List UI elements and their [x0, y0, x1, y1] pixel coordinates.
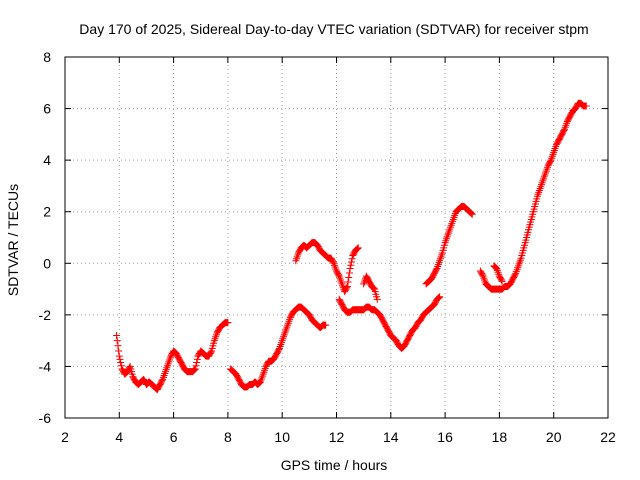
- data-point: [370, 284, 378, 292]
- data-point: [190, 366, 198, 374]
- y-tick-label: -6: [39, 410, 52, 426]
- data-point: [546, 157, 554, 165]
- y-tick-label: 4: [43, 152, 51, 168]
- data-point: [113, 331, 121, 339]
- y-tick-label: 6: [43, 101, 51, 117]
- x-tick-label: 6: [170, 429, 178, 445]
- data-point: [346, 264, 354, 272]
- data-point: [347, 261, 355, 269]
- data-point: [354, 244, 362, 252]
- data-point: [369, 284, 377, 292]
- data-point: [511, 271, 519, 279]
- data-point: [115, 347, 123, 355]
- y-tick-label: -4: [39, 358, 52, 374]
- data-point: [117, 362, 125, 370]
- data-point: [468, 210, 476, 218]
- data-point: [343, 282, 351, 290]
- data-point: [125, 364, 133, 372]
- data-point: [354, 244, 362, 252]
- data-point: [114, 342, 122, 350]
- data-point: [436, 293, 444, 301]
- data-point: [117, 359, 125, 367]
- data-point: [192, 362, 200, 370]
- data-point: [373, 295, 381, 303]
- x-tick-label: 14: [383, 429, 399, 445]
- data-point: [224, 319, 232, 327]
- data-point: [193, 359, 201, 367]
- data-point: [478, 271, 486, 279]
- data-point: [435, 293, 443, 301]
- x-tick-label: 12: [329, 429, 345, 445]
- x-tick-label: 8: [224, 429, 232, 445]
- data-point: [498, 277, 506, 285]
- data-point: [432, 266, 440, 274]
- x-tick-label: 18: [492, 429, 508, 445]
- data-point: [158, 377, 166, 385]
- data-point: [207, 348, 215, 356]
- data-point: [275, 346, 283, 354]
- y-tick-label: 2: [43, 204, 51, 220]
- data-point: [191, 366, 199, 374]
- data-point: [193, 355, 201, 363]
- x-tick-label: 10: [274, 429, 290, 445]
- data-point: [434, 294, 442, 302]
- data-point: [497, 276, 505, 284]
- grid: [65, 57, 608, 418]
- data-point: [322, 321, 330, 329]
- data-point: [329, 258, 337, 266]
- x-tick-label: 16: [437, 429, 453, 445]
- data-point: [344, 278, 352, 286]
- data-point: [347, 258, 355, 266]
- y-tick-label: 8: [43, 49, 51, 65]
- data-points: [113, 99, 590, 394]
- x-tick-label: 20: [546, 429, 562, 445]
- data-point: [191, 365, 199, 373]
- data-point: [345, 269, 353, 277]
- chart-title: Day 170 of 2025, Sidereal Day-to-day VTE…: [79, 21, 588, 37]
- data-point: [467, 209, 475, 217]
- ticks: 2 4 6 8 10 12 14 16 18 20 22 -6 -4 -2 0 2 4 6 8: [39, 49, 616, 445]
- data-point: [345, 273, 353, 281]
- data-point: [348, 255, 356, 263]
- x-tick-label: 2: [61, 429, 69, 445]
- data-point: [353, 245, 361, 253]
- data-point: [468, 210, 476, 218]
- data-point: [582, 102, 590, 110]
- data-point: [115, 352, 123, 360]
- y-tick-label: -2: [39, 307, 52, 323]
- data-point: [560, 126, 568, 134]
- y-tick-label: 0: [43, 255, 51, 271]
- x-tick-label: 22: [600, 429, 616, 445]
- y-axis-label: SDTVAR / TECUs: [5, 184, 21, 296]
- x-axis-label: GPS time / hours: [281, 457, 388, 473]
- data-point: [116, 355, 124, 363]
- data-point: [335, 271, 343, 279]
- x-tick-label: 4: [115, 429, 123, 445]
- data-point: [113, 337, 121, 345]
- data-point: [343, 284, 351, 292]
